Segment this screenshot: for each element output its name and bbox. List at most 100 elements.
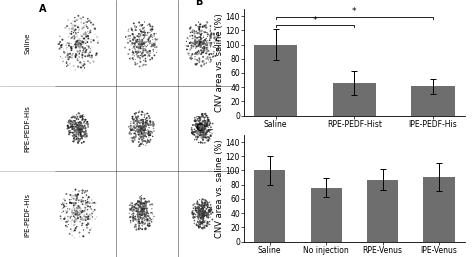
Point xyxy=(201,129,209,133)
Point xyxy=(137,198,145,203)
Point xyxy=(74,58,82,62)
Point xyxy=(58,210,66,214)
Point xyxy=(196,210,203,214)
Point xyxy=(64,218,72,223)
Point xyxy=(136,121,144,125)
Point xyxy=(202,121,210,125)
Point xyxy=(206,137,214,141)
Point xyxy=(200,48,207,52)
Point xyxy=(197,216,204,220)
Point xyxy=(79,210,86,214)
Point xyxy=(73,123,81,127)
Point xyxy=(197,133,205,137)
Point xyxy=(201,141,209,145)
Point xyxy=(141,44,149,48)
Point xyxy=(141,129,148,133)
Point xyxy=(82,126,89,130)
Point xyxy=(145,218,152,222)
Point xyxy=(199,131,206,135)
Point xyxy=(210,54,217,59)
Point xyxy=(62,224,70,228)
Point xyxy=(75,126,82,131)
Point xyxy=(199,126,207,131)
Point xyxy=(210,36,218,41)
Point xyxy=(73,131,81,135)
Point xyxy=(138,129,146,133)
Point xyxy=(124,37,132,41)
Point xyxy=(66,57,73,61)
Point xyxy=(198,127,206,131)
Point xyxy=(142,121,149,125)
Point xyxy=(132,223,139,227)
Point xyxy=(201,25,209,29)
Point xyxy=(67,227,74,231)
Point xyxy=(197,36,205,40)
Point xyxy=(193,130,201,134)
Point xyxy=(194,127,202,131)
Point xyxy=(73,53,81,57)
Point xyxy=(76,123,84,127)
Point xyxy=(137,60,144,64)
Point xyxy=(207,29,214,33)
Point xyxy=(74,127,82,131)
Point xyxy=(145,214,153,218)
Point xyxy=(198,63,205,68)
Point xyxy=(148,27,156,31)
Point xyxy=(73,41,81,45)
Point xyxy=(74,128,82,132)
Point xyxy=(188,53,196,57)
Point xyxy=(196,221,204,225)
Point xyxy=(204,121,211,125)
Point xyxy=(137,133,145,137)
Point xyxy=(78,134,85,138)
Point xyxy=(197,22,204,26)
Point xyxy=(74,126,82,130)
Point xyxy=(78,125,86,130)
Point xyxy=(199,125,207,129)
Point xyxy=(151,40,159,44)
Point xyxy=(142,40,150,44)
Point xyxy=(195,49,202,53)
Point xyxy=(195,225,203,230)
Point xyxy=(152,37,159,41)
Point xyxy=(90,26,97,30)
Point xyxy=(138,42,146,46)
Point xyxy=(135,46,143,50)
Point xyxy=(197,44,205,48)
Point xyxy=(79,225,86,229)
Point xyxy=(73,137,81,142)
Point xyxy=(203,31,211,35)
Point xyxy=(76,126,83,130)
Point xyxy=(204,123,211,127)
Point xyxy=(71,119,79,123)
Point xyxy=(138,42,146,46)
Point xyxy=(197,141,205,145)
Point xyxy=(128,127,136,132)
Point xyxy=(74,126,82,131)
Point xyxy=(63,225,71,229)
Point xyxy=(133,227,140,232)
Point xyxy=(74,14,82,18)
Point xyxy=(73,42,80,46)
Point xyxy=(141,31,149,35)
Point xyxy=(82,32,90,36)
Point xyxy=(190,216,197,220)
Point xyxy=(137,128,145,132)
Point xyxy=(128,206,136,210)
Point xyxy=(131,224,139,228)
Point xyxy=(82,19,89,23)
Point xyxy=(148,210,156,215)
Point xyxy=(195,209,203,214)
Point xyxy=(74,123,82,127)
Point xyxy=(84,197,91,201)
Point xyxy=(200,44,207,49)
Point xyxy=(186,34,194,38)
Point xyxy=(74,212,82,216)
Point xyxy=(69,218,76,222)
Point xyxy=(143,141,150,145)
Point xyxy=(138,43,146,47)
Point xyxy=(142,57,149,61)
Point xyxy=(135,121,143,125)
Point xyxy=(214,36,222,40)
Point xyxy=(82,190,90,194)
